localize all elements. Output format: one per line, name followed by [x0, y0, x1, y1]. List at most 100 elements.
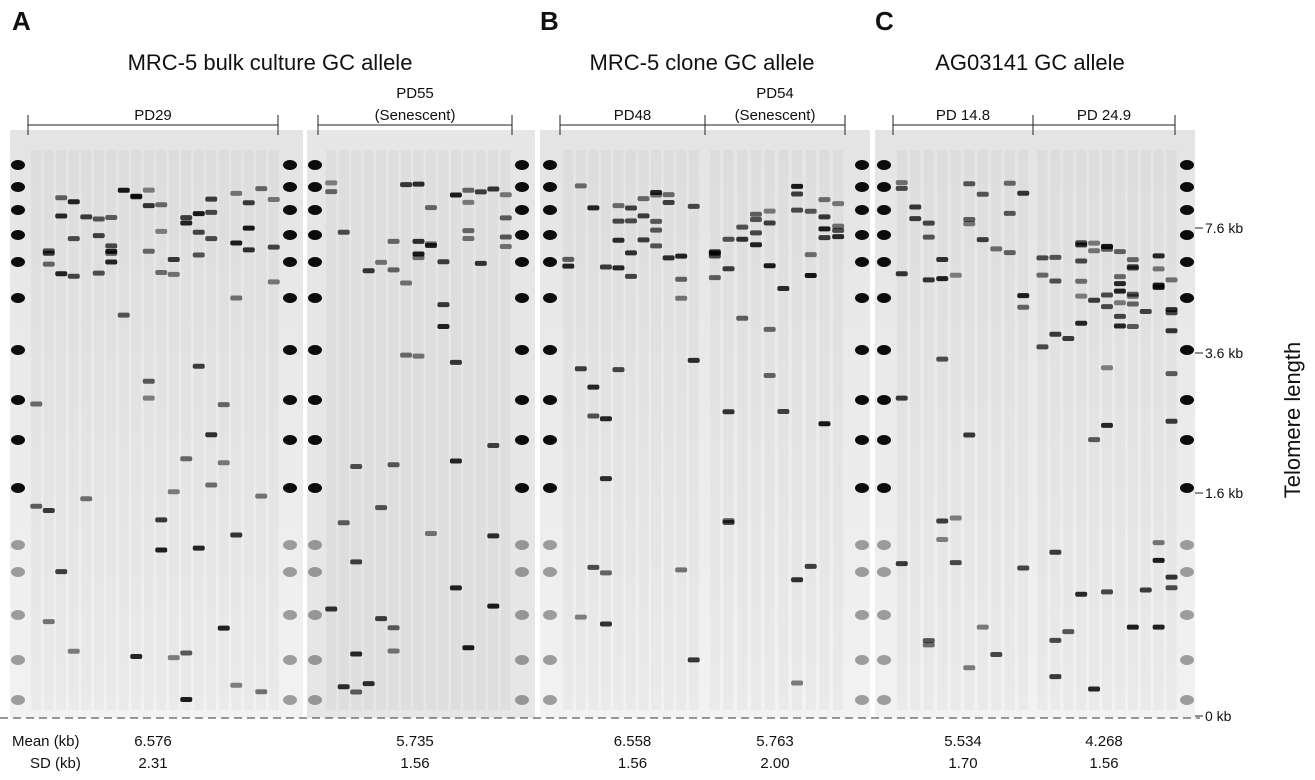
ladder-band: [283, 257, 297, 267]
band: [142, 378, 155, 384]
band: [599, 264, 612, 270]
band: [180, 456, 193, 462]
band: [1113, 313, 1126, 319]
band: [562, 256, 575, 262]
ladder-band: [543, 230, 557, 240]
group-label: (Senescent): [375, 107, 456, 124]
band: [462, 645, 475, 651]
band: [499, 243, 512, 249]
ladder-band: [1180, 695, 1194, 705]
band: [650, 189, 663, 195]
lane-smear: [676, 150, 686, 710]
ladder-band: [515, 205, 529, 215]
band: [1165, 277, 1178, 283]
band: [818, 214, 831, 220]
band: [1101, 243, 1113, 249]
ladder-band: [308, 655, 322, 665]
lane-smear: [476, 150, 486, 710]
band: [155, 517, 168, 523]
mean-value: 6.558: [614, 733, 652, 750]
ladder-band: [308, 540, 322, 550]
band: [192, 363, 205, 369]
band: [487, 533, 500, 539]
ladder-band: [515, 293, 529, 303]
band: [362, 268, 375, 274]
band: [267, 197, 280, 203]
group-label: PD 14.8: [936, 107, 990, 124]
ladder-band: [543, 257, 557, 267]
band: [650, 243, 663, 249]
band: [400, 182, 413, 188]
band: [1113, 274, 1126, 280]
lane-smear: [991, 150, 1001, 710]
band: [155, 270, 168, 276]
band: [749, 216, 762, 222]
band: [1062, 336, 1075, 342]
band: [791, 577, 804, 583]
labels: A MRC-5 bulk culture GC allele PD29 6.576 2.…: [12, 6, 1243, 772]
lane-smear: [924, 150, 934, 710]
ladder-band: [855, 610, 869, 620]
band: [832, 234, 845, 240]
axis-title: Telomere length: [1280, 342, 1305, 499]
lane-smear: [31, 150, 41, 710]
ladder-band: [11, 483, 25, 493]
ladder-band: [308, 160, 322, 170]
lane-smear: [964, 150, 974, 710]
lane-smear: [56, 150, 66, 710]
band: [255, 689, 268, 695]
lane-smear: [438, 150, 448, 710]
lane-smear: [156, 150, 166, 710]
band: [1152, 266, 1165, 272]
group-label: PD55: [396, 85, 434, 102]
band: [722, 266, 735, 272]
band: [462, 228, 475, 234]
ladder-band: [877, 205, 891, 215]
size-tick-label: 7.6 kb: [1205, 220, 1243, 236]
band: [412, 353, 425, 359]
ladder-band: [283, 293, 297, 303]
band: [92, 270, 105, 276]
lane-smear: [1167, 150, 1177, 710]
band: [587, 205, 600, 211]
band: [949, 272, 962, 278]
lane-smear: [588, 150, 598, 710]
ladder-band: [283, 160, 297, 170]
band: [687, 357, 700, 363]
band: [637, 237, 650, 243]
band: [1101, 422, 1113, 428]
band: [949, 515, 962, 521]
band: [736, 224, 749, 230]
band: [599, 570, 612, 576]
size-tick-label: 0 kb: [1205, 708, 1232, 724]
band: [1017, 304, 1030, 310]
ladder-band: [283, 395, 297, 405]
band: [687, 203, 700, 209]
label-bg: [131, 108, 175, 124]
band: [42, 248, 55, 254]
ladder-band: [1180, 230, 1194, 240]
band: [763, 220, 776, 226]
lane-smear: [1089, 150, 1099, 710]
lane-smear: [563, 150, 573, 710]
band: [1165, 585, 1178, 591]
band: [1036, 255, 1049, 261]
band: [155, 547, 168, 553]
ladder-band: [11, 610, 25, 620]
band: [424, 530, 437, 536]
ladder-band: [283, 655, 297, 665]
ladder-band: [308, 230, 322, 240]
band: [895, 561, 908, 567]
lane-smear: [364, 150, 374, 710]
ladder-band: [1180, 257, 1194, 267]
band: [105, 259, 118, 265]
band: [499, 215, 512, 221]
ladder-band: [543, 345, 557, 355]
lane-smear: [351, 150, 361, 710]
band: [749, 242, 762, 248]
band: [637, 196, 650, 202]
band: [791, 191, 804, 197]
ladder-band: [515, 483, 529, 493]
ladder-band: [1180, 655, 1194, 665]
band: [192, 252, 205, 258]
